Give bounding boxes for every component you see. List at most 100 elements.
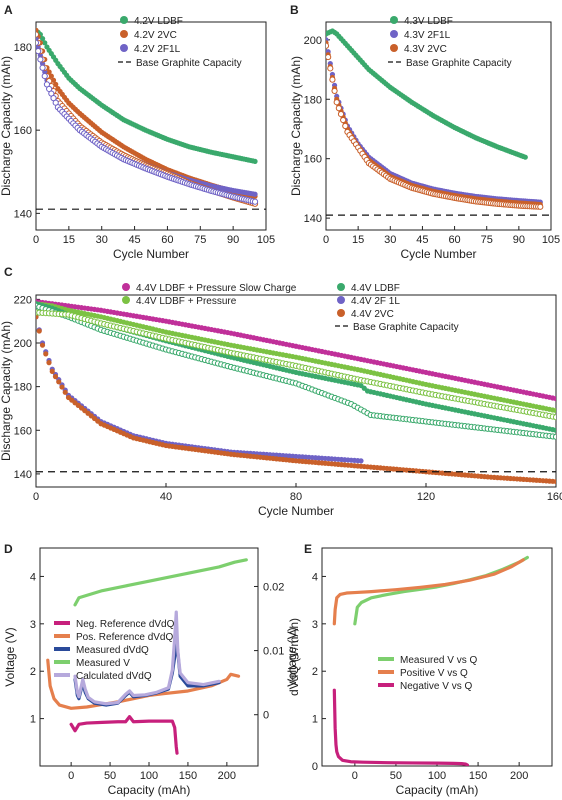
legend-item: 4.2V LDBF bbox=[120, 16, 183, 27]
x-tick-label: 160 bbox=[547, 491, 562, 503]
legend-swatch bbox=[122, 283, 130, 291]
legend-swatch bbox=[122, 296, 130, 304]
data-point bbox=[39, 64, 46, 71]
data-point bbox=[252, 191, 258, 197]
legend-label: Calculated dVdQ bbox=[76, 671, 152, 682]
legend-swatch bbox=[337, 283, 345, 291]
legend-item: Base Graphite Capacity bbox=[118, 58, 242, 69]
legend-label: 4.4V LDBF bbox=[351, 283, 400, 294]
data-point bbox=[43, 351, 49, 357]
data-point bbox=[331, 87, 338, 95]
legend-label: Base Graphite Capacity bbox=[406, 58, 512, 69]
x-tick-label: 200 bbox=[218, 770, 236, 782]
legend-label: 4.2V 2VC bbox=[134, 30, 177, 41]
y-tick-label: 3 bbox=[312, 619, 318, 631]
legend-item: Negative V vs Q bbox=[378, 681, 472, 692]
y-tick-label: 140 bbox=[304, 213, 322, 225]
legend-item: Pos. Reference dVdQ bbox=[54, 632, 173, 643]
y-tick-label: 200 bbox=[14, 338, 32, 350]
legend-label: 4.4V LDBF + Pressure bbox=[136, 296, 237, 307]
legend-label: Measured V vs Q bbox=[400, 655, 477, 666]
x-tick-label: 60 bbox=[161, 234, 173, 246]
data-point bbox=[552, 414, 556, 421]
plot-area bbox=[326, 28, 551, 216]
legend-item: 4.4V 2F 1L bbox=[337, 296, 400, 307]
y-tick-label: 180 bbox=[14, 382, 32, 394]
legend-label: 4.3V 2F1L bbox=[404, 30, 451, 41]
legend-item: 4.4V LDBF + Pressure Slow Charge bbox=[122, 283, 297, 294]
x-tick-label: 15 bbox=[63, 234, 75, 246]
data-point bbox=[41, 72, 48, 80]
x-tick-label: 0 bbox=[352, 770, 358, 782]
data-point bbox=[36, 328, 42, 334]
y-tick-label: 160 bbox=[14, 125, 32, 137]
data-point bbox=[37, 56, 44, 63]
data-point bbox=[537, 203, 544, 210]
panel-letter: C bbox=[4, 265, 13, 279]
x-tick-label: 50 bbox=[390, 770, 402, 782]
plot-frame bbox=[35, 21, 267, 231]
x-tick-label: 30 bbox=[384, 234, 396, 246]
legend-item: Base Graphite Capacity bbox=[335, 322, 459, 333]
x-axis-label: Cycle Number bbox=[113, 247, 189, 261]
legend-label: Base Graphite Capacity bbox=[136, 58, 242, 69]
y-axis-label: Discharge Capacity (mAh) bbox=[0, 321, 13, 461]
panel-letter: B bbox=[290, 3, 299, 17]
legend-swatch bbox=[390, 16, 398, 24]
data-point bbox=[42, 40, 48, 46]
data-point bbox=[53, 81, 59, 87]
panel-letter: A bbox=[4, 3, 13, 17]
x-tick-label: 0 bbox=[33, 491, 39, 503]
y-axis-label: Discharge Capacity (mAh) bbox=[289, 56, 303, 196]
legend-swatch bbox=[120, 44, 128, 52]
x-tick-label: 75 bbox=[481, 234, 493, 246]
legend-label: 4.3V LDBF bbox=[404, 16, 453, 27]
plot-frame bbox=[325, 21, 552, 231]
legend-label: Pos. Reference dVdQ bbox=[76, 632, 173, 643]
legend-item: Measured V bbox=[54, 658, 130, 669]
legend-item: 4.4V LDBF bbox=[337, 283, 400, 294]
x-tick-label: 45 bbox=[128, 234, 140, 246]
legend-label: Positive V vs Q bbox=[400, 668, 468, 679]
y-tick-label: 4 bbox=[30, 571, 36, 583]
legend-label: Measured V bbox=[76, 658, 130, 669]
x-tick-label: 90 bbox=[227, 234, 239, 246]
data-point bbox=[46, 360, 52, 366]
y-tick-label: 2 bbox=[30, 666, 36, 678]
y-tick-label: 140 bbox=[14, 208, 32, 220]
data-point bbox=[252, 158, 258, 164]
y-axis-label: Voltage (V) bbox=[285, 627, 299, 686]
x-tick-label: 90 bbox=[513, 234, 525, 246]
y-axis-label: Discharge Capacity (mAh) bbox=[0, 56, 13, 196]
legend-item: Calculated dVdQ bbox=[54, 671, 152, 682]
legend-label: Measured dVdQ bbox=[76, 645, 149, 656]
data-point bbox=[39, 342, 46, 348]
x-tick-label: 60 bbox=[448, 234, 460, 246]
x-tick-label: 50 bbox=[104, 770, 116, 782]
x-tick-label: 200 bbox=[510, 770, 528, 782]
legend-swatch bbox=[337, 296, 345, 304]
y-tick-label: 1 bbox=[30, 714, 36, 726]
panel-b: B 0 15 30 45 60 75 90 105 140 160 180 200 Cycle Numbe… bbox=[289, 3, 560, 261]
x-tick-label: 30 bbox=[96, 234, 108, 246]
data-point bbox=[553, 427, 556, 433]
data-point bbox=[358, 458, 364, 464]
y2-tick-label: 0.02 bbox=[263, 581, 284, 593]
series-line-0 bbox=[69, 715, 179, 755]
data-point bbox=[39, 36, 46, 42]
data-point bbox=[553, 478, 556, 485]
x-tick-label: 0 bbox=[33, 234, 39, 246]
legend-item: Neg. Reference dVdQ bbox=[54, 619, 175, 630]
data-point bbox=[335, 105, 342, 112]
data-point bbox=[48, 73, 54, 79]
y-tick-label: 3 bbox=[30, 619, 36, 631]
plot-area bbox=[332, 555, 529, 766]
legend-label: 4.4V 2VC bbox=[351, 309, 394, 320]
x-axis-label: Capacity (mAh) bbox=[108, 783, 191, 797]
data-point bbox=[337, 111, 345, 118]
legend-label: 4.4V 2F 1L bbox=[351, 296, 400, 307]
x-axis-label: Cycle Number bbox=[258, 504, 334, 518]
x-tick-label: 120 bbox=[417, 491, 435, 503]
x-tick-label: 75 bbox=[194, 234, 206, 246]
